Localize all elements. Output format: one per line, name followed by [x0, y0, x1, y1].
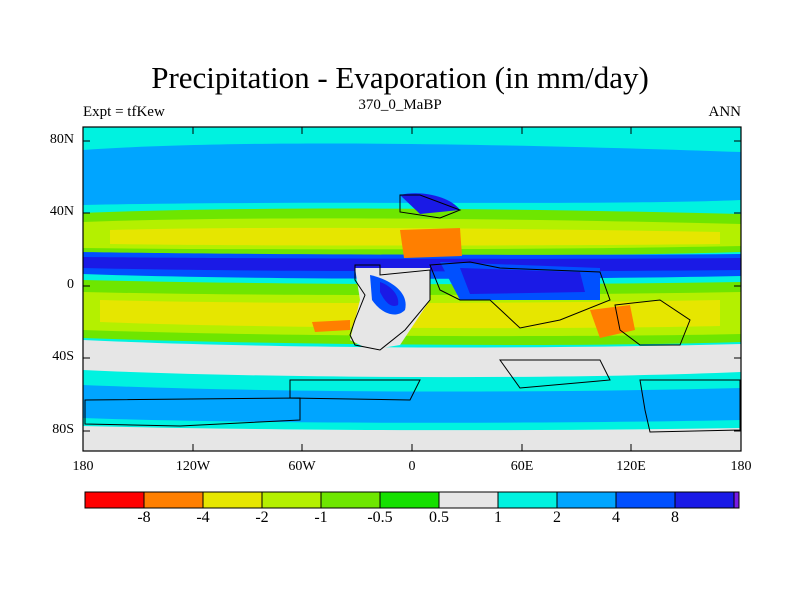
figure-subtitle: 370_0_MaBP [358, 97, 442, 113]
colorbar-box-12 [733, 491, 740, 509]
pe-field [83, 127, 741, 451]
colorbar-box-9 [556, 491, 617, 509]
lon-label-120w: 120W [175, 459, 211, 474]
colorbar-box-10 [615, 491, 676, 509]
colorbar-label-4: -1 [314, 509, 328, 526]
colorbar-box-4 [261, 491, 322, 509]
colorbar-box-5 [320, 491, 381, 509]
lon-label-180-west: 180 [72, 459, 94, 474]
colorbar-box-6 [379, 491, 440, 509]
colorbar-label-5: -0.5 [367, 509, 393, 526]
axis-ticks [82, 127, 742, 451]
lat-label-0: 0 [67, 277, 74, 292]
experiment-label: Expt = tfKew [83, 104, 165, 120]
colorbar-box-8 [497, 491, 558, 509]
lat-label-80n: 80N [49, 132, 74, 147]
colorbar-box-11 [674, 491, 735, 509]
colorbar-box-3 [202, 491, 263, 509]
lon-label-0: 0 [408, 459, 416, 474]
lat-label-40s: 40S [52, 349, 74, 364]
lat-label-40n: 40N [49, 204, 74, 219]
lon-label-60w: 60W [288, 459, 316, 474]
colorbar-label-6: 0.5 [429, 509, 449, 526]
colorbar-label-3: -2 [255, 509, 269, 526]
lat-label-80s: 80S [52, 422, 74, 437]
colorbar-label-10: 8 [671, 509, 679, 526]
lon-label-60e: 60E [510, 459, 534, 474]
colorbar-box-2 [143, 491, 204, 509]
coastlines [84, 194, 741, 433]
colorbar-box-7 [438, 491, 499, 509]
colorbar-label-7: 1 [494, 509, 502, 526]
colorbar-box-1 [84, 491, 145, 509]
colorbar [84, 491, 740, 509]
colorbar-label-2: -4 [196, 509, 210, 526]
lon-label-180-east: 180 [730, 459, 752, 474]
colorbar-label-1: -8 [137, 509, 151, 526]
season-label: ANN [708, 104, 742, 120]
figure-title: Precipitation - Evaporation (in mm/day) [151, 60, 649, 95]
colorbar-label-9: 4 [612, 509, 620, 526]
colorbar-label-8: 2 [553, 509, 561, 526]
lon-label-120e: 120E [616, 459, 646, 474]
